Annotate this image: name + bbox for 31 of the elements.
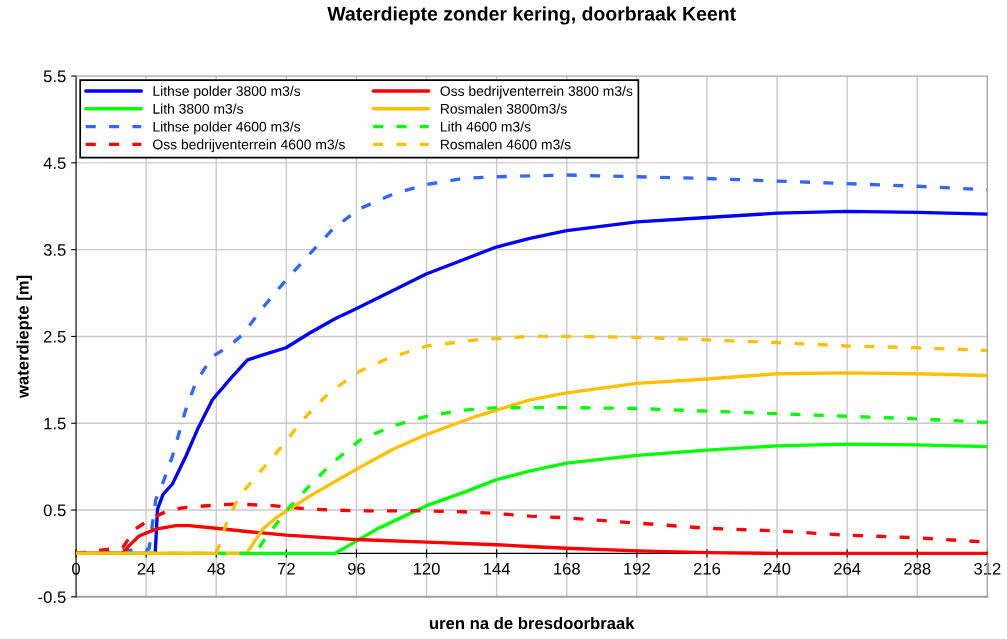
legend-label: Lithse polder 4600 m3/s [153,121,301,135]
x-tick-label: 216 [693,562,721,575]
y-axis-title: waterdiepte [m] [16,275,33,399]
y-tick-label: 5.5 [43,70,66,83]
x-tick-label: 168 [554,562,580,575]
y-tick-label: 4.5 [43,157,66,170]
x-tick-label: 72 [277,562,295,575]
x-tick-label: 120 [413,562,440,575]
x-tick-label: 264 [834,562,861,575]
y-tick-label: 3.5 [43,244,66,256]
y-tick-label: -0.5 [38,591,66,604]
x-tick-label: 96 [347,562,365,575]
x-tick-label: 192 [624,562,650,575]
legend-label: Lith 3800 m3/s [153,103,244,114]
y-tick-label: 2.5 [43,330,66,343]
x-tick-label: 288 [904,562,931,575]
legend-label: Oss bedrijventerrein 3800 m3/s [440,85,633,99]
chart-title: Waterdiepte zonder kering, doorbraak Keent [327,6,736,25]
legend-label: Rosmalen 3800m3/s [440,103,567,114]
legend-label: Oss bedrijventerrein 4600 m3/s [153,139,345,153]
legend-label: Lith 4600 m3/s [440,121,531,132]
x-axis-title: uren na de bresdoorbraak [429,616,635,630]
x-tick-label: 24 [137,562,155,575]
x-tick-label: 240 [763,562,791,575]
x-tick-label: 144 [484,563,511,575]
y-tick-label: 0.5 [43,504,66,517]
legend-label: Rosmalen 4600 m3/s [440,139,571,150]
y-tick-label: 1.5 [44,417,66,430]
x-tick-label: 48 [207,562,225,575]
legend-label: Lithse polder 3800 m3/s [153,85,301,99]
x-tick-label: 312 [974,562,1001,575]
